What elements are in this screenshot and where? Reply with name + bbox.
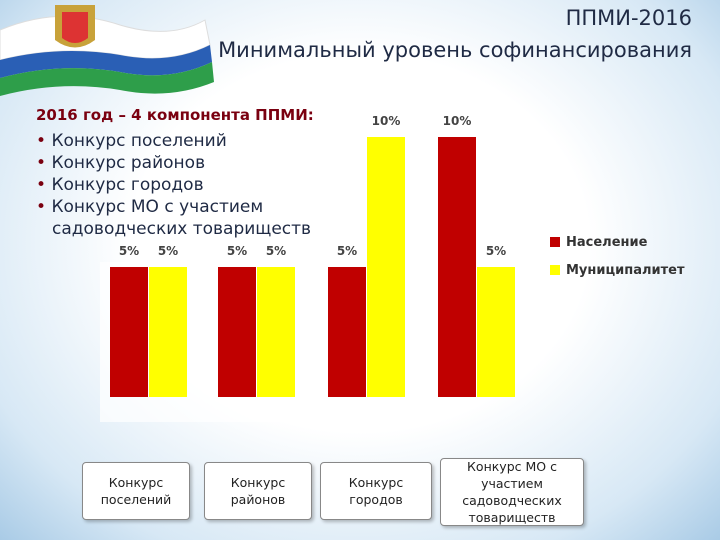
value-label: 5% [227,244,247,258]
intro-item: Конкурс городов [36,174,336,196]
bar [149,267,187,397]
value-label: 10% [443,114,472,128]
intro-item: Конкурс МО с участием садоводческих това… [36,196,336,240]
category-label: Конкурс поселений [82,462,190,520]
bar [438,137,476,397]
intro-heading: 2016 год – 4 компонента ППМИ: [36,106,314,124]
value-label: 5% [486,244,506,258]
bar [110,267,148,397]
bar [477,267,515,397]
category-label: Конкурс городов [320,462,432,520]
value-label: 5% [266,244,286,258]
bar [367,137,405,397]
legend-swatch [550,265,560,275]
value-label: 5% [119,244,139,258]
flag [0,5,214,96]
legend-label: Муниципалитет [566,263,685,278]
bar [328,267,366,397]
bar [218,267,256,397]
bar [257,267,295,397]
legend-swatch [550,237,560,247]
value-label: 10% [372,114,401,128]
value-label: 5% [158,244,178,258]
value-label: 5% [337,244,357,258]
title: ППМИ-2016 [565,6,692,30]
intro-item: Конкурс районов [36,152,336,174]
category-label: Конкурс районов [204,462,312,520]
subtitle: Минимальный уровень софинансирования [218,38,692,62]
legend-label: Население [566,235,648,250]
category-label: Конкурс МО с участием садоводческих това… [440,458,584,526]
intro-item: Конкурс поселений [36,130,336,152]
